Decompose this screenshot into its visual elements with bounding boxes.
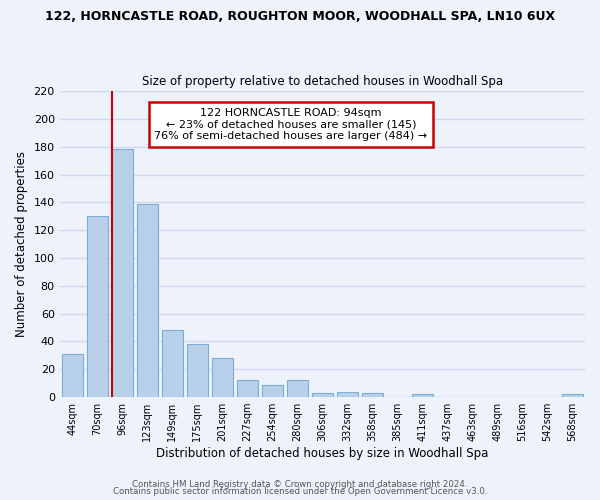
Bar [562,394,583,397]
Text: Contains public sector information licensed under the Open Government Licence v3: Contains public sector information licen… [113,487,487,496]
Bar [137,204,158,397]
Bar [362,393,383,397]
Text: 122 HORNCASTLE ROAD: 94sqm
← 23% of detached houses are smaller (145)
76% of sem: 122 HORNCASTLE ROAD: 94sqm ← 23% of deta… [154,108,427,141]
Bar [86,216,108,397]
Bar [236,380,258,397]
Bar [412,394,433,397]
Text: 122, HORNCASTLE ROAD, ROUGHTON MOOR, WOODHALL SPA, LN10 6UX: 122, HORNCASTLE ROAD, ROUGHTON MOOR, WOO… [45,10,555,23]
X-axis label: Distribution of detached houses by size in Woodhall Spa: Distribution of detached houses by size … [156,447,488,460]
Bar [337,392,358,397]
Title: Size of property relative to detached houses in Woodhall Spa: Size of property relative to detached ho… [142,76,503,88]
Bar [262,384,283,397]
Bar [287,380,308,397]
Bar [161,330,183,397]
Bar [62,354,83,397]
Y-axis label: Number of detached properties: Number of detached properties [15,151,28,337]
Text: Contains HM Land Registry data © Crown copyright and database right 2024.: Contains HM Land Registry data © Crown c… [132,480,468,489]
Bar [187,344,208,397]
Bar [112,150,133,397]
Bar [312,393,333,397]
Bar [212,358,233,397]
